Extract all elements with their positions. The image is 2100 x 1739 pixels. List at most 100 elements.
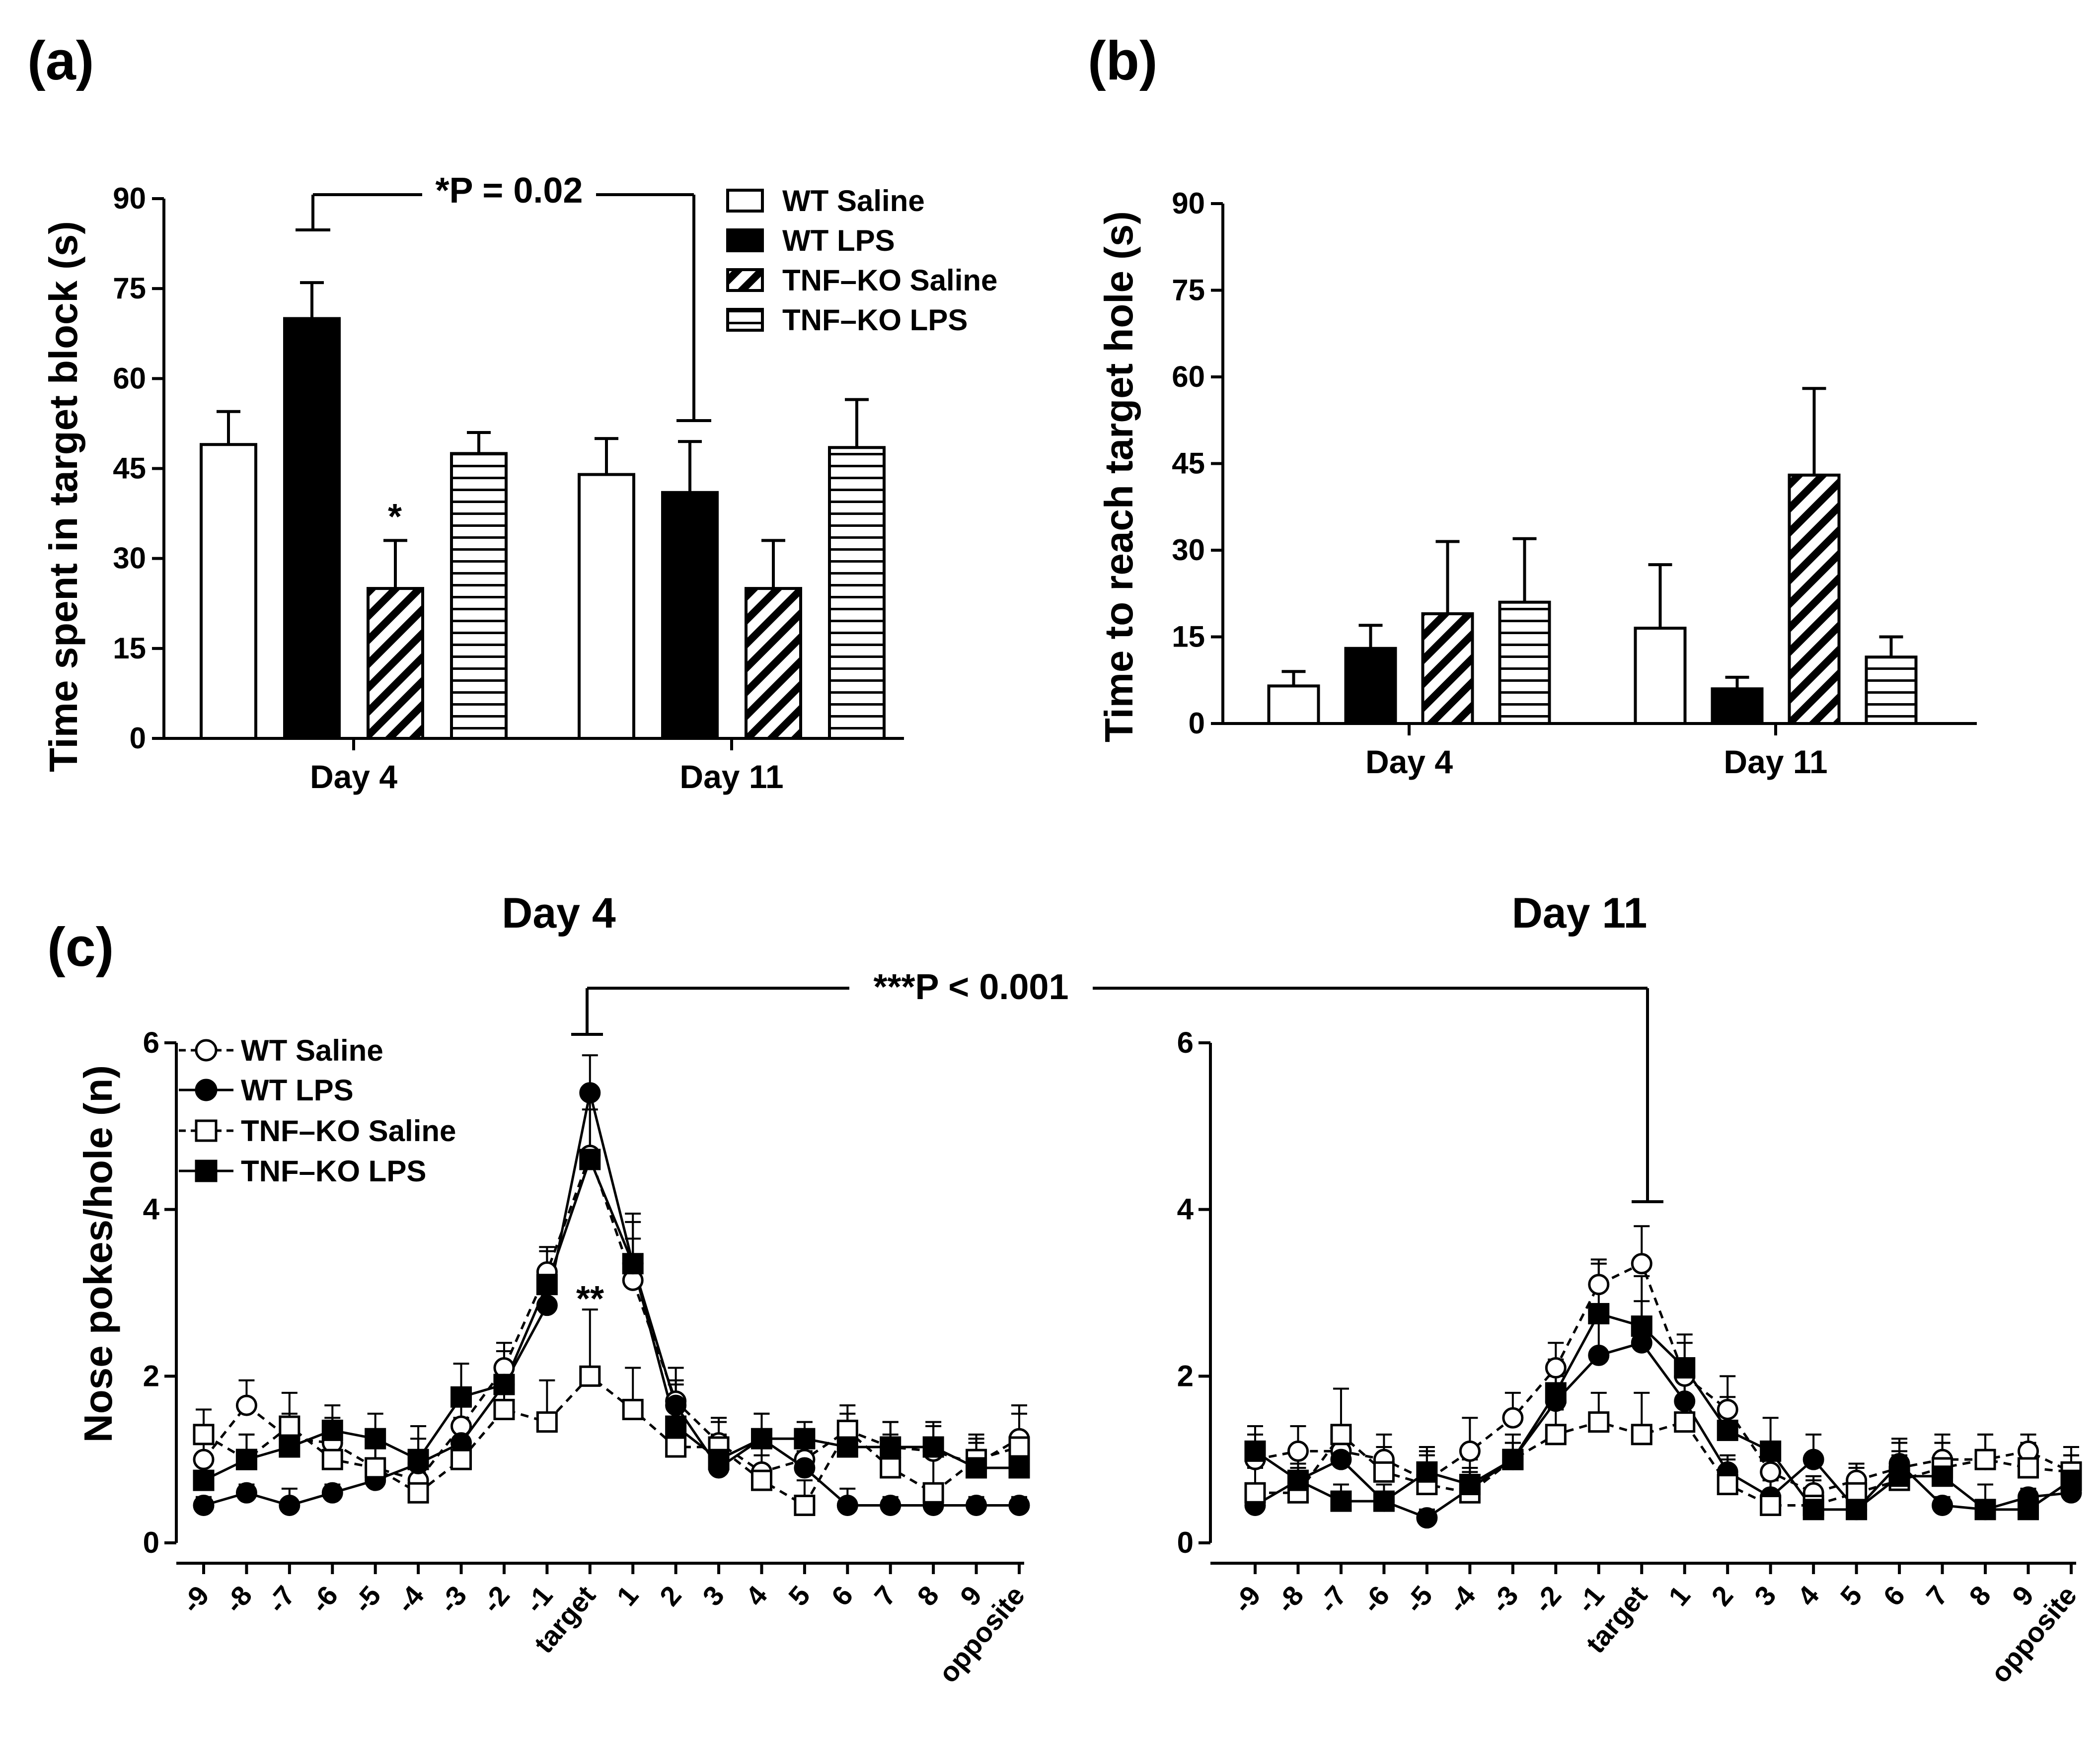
series-line-wt-saline (203, 1152, 1020, 1482)
point-tnf-ko-lps-8 (1974, 1499, 1996, 1521)
point-tnf-ko-saline-8 (922, 1482, 944, 1504)
x-tick-label-3: 3 (1748, 1580, 1782, 1611)
x-tick-label-1: 1 (610, 1580, 644, 1611)
point-tnf-ko-lps-8 (235, 1449, 257, 1470)
point-wt-lps-opposite (1008, 1494, 1030, 1516)
point-tnf-ko-lps-4 (407, 1449, 429, 1470)
point-tnf-ko-lps-target (1631, 1315, 1652, 1337)
legend-swatch-tnf-ko-lps (726, 308, 764, 332)
legend-label-tnf-ko-lps: TNF–KO LPS (782, 303, 968, 337)
point-tnf-ko-lps-3 (1502, 1449, 1524, 1470)
y-tick-label: 2 (143, 1359, 159, 1392)
point-wt-saline-3 (1760, 1461, 1782, 1483)
y-tick-label: 60 (113, 362, 146, 395)
y-tick-label: 75 (113, 272, 146, 305)
x-tick-label-4: 4 (739, 1580, 773, 1611)
point-tnf-ko-lps-9 (193, 1469, 215, 1491)
x-tick-label-2: -2 (476, 1580, 516, 1619)
x-tick-label-3: -3 (433, 1580, 472, 1619)
x-tick-label-4: 4 (1791, 1580, 1825, 1611)
point-tnf-ko-saline-1 (622, 1398, 644, 1420)
panel-b-ylabel: Time to reach target hole (s) (1097, 211, 1141, 742)
legend-swatch-wt-lps (726, 228, 764, 252)
point-tnf-ko-saline-opposite (1008, 1436, 1030, 1458)
point-tnf-ko-saline-2 (665, 1436, 687, 1458)
y-tick-label: 45 (113, 452, 146, 485)
y-tick-label: 15 (113, 632, 146, 665)
bar-day-4-wt-saline (200, 443, 257, 740)
panel-a-label: (a) (27, 30, 94, 91)
y-tick-label: 0 (143, 1526, 159, 1559)
x-tick-label-9: 9 (2006, 1580, 2039, 1611)
y-tick-label: 6 (1177, 1026, 1194, 1059)
panel-a-star-annotation: * (388, 497, 402, 537)
point-tnf-ko-lps-9 (1244, 1440, 1266, 1462)
point-tnf-ko-lps-opposite (1008, 1457, 1030, 1479)
y-tick-label: 0 (130, 722, 146, 755)
legend-marker-wt-lps (195, 1079, 218, 1101)
bar-day-4-wt-saline (1267, 684, 1320, 725)
point-tnf-ko-saline-1 (536, 1411, 558, 1433)
point-wt-saline-8 (1287, 1440, 1309, 1462)
bar-day-4-tnf-ko-lps (450, 452, 508, 740)
point-tnf-ko-saline-1 (1588, 1411, 1610, 1433)
x-tick-label-9: -9 (1227, 1580, 1267, 1619)
y-tick-label: 4 (143, 1193, 160, 1226)
point-tnf-ko-lps-2 (665, 1415, 687, 1437)
x-tick-label-2: 2 (1705, 1580, 1739, 1611)
x-tick-label-7: -7 (1313, 1580, 1352, 1619)
panel-a-significance-text: *P = 0.02 (436, 171, 583, 211)
point-wt-lps-target (579, 1082, 601, 1104)
legend-c-label-tnf-ko-saline: TNF–KO Saline (241, 1114, 456, 1148)
point-tnf-ko-lps-1 (536, 1274, 558, 1296)
point-tnf-ko-lps-7 (1932, 1465, 1953, 1487)
x-tick-label-9: 9 (954, 1580, 987, 1611)
y-tick-label: 6 (143, 1026, 159, 1059)
point-tnf-ko-lps-2 (1717, 1419, 1738, 1441)
point-wt-lps-9 (966, 1494, 987, 1516)
point-tnf-ko-lps-3 (450, 1386, 472, 1408)
point-tnf-ko-saline-7 (279, 1415, 300, 1437)
point-wt-lps-7 (279, 1494, 300, 1516)
point-tnf-ko-saline-5 (794, 1494, 816, 1516)
y-tick-label: 75 (1172, 274, 1205, 307)
series-line-tnf-ko-saline (1255, 1420, 2072, 1507)
y-tick-label: 2 (1177, 1359, 1194, 1392)
x-tick-label-7: 7 (1920, 1580, 1953, 1611)
legend-c-label-wt-lps: WT LPS (241, 1074, 354, 1107)
legend-marker-wt-saline (195, 1039, 218, 1062)
bar-day-11-tnf-ko-saline (1788, 473, 1841, 725)
point-tnf-ko-lps-8 (922, 1436, 944, 1458)
x-tick-label-5: -5 (1399, 1580, 1438, 1619)
point-tnf-ko-lps-4 (1459, 1474, 1481, 1496)
panel-c-significance-bracket (571, 987, 1663, 1203)
point-wt-lps-1 (536, 1295, 558, 1316)
point-tnf-ko-lps-6 (836, 1436, 858, 1458)
panel-c-day4-title: Day 4 (502, 889, 616, 937)
panel-c-day11-title: Day 11 (1512, 889, 1648, 937)
x-tick-label-2: -2 (1527, 1580, 1567, 1619)
point-wt-lps-6 (836, 1494, 858, 1516)
point-wt-lps-9 (193, 1494, 215, 1516)
y-tick-label: 0 (1189, 707, 1205, 740)
legend-item-tnf-ko-saline: TNF–KO Saline (726, 264, 997, 297)
legend-item-wt-saline: WT Saline (726, 184, 925, 217)
panel-c-label: (c) (47, 917, 114, 978)
point-tnf-ko-lps-5 (794, 1428, 816, 1449)
x-tick-label-3: 3 (696, 1580, 730, 1611)
point-tnf-ko-lps-8 (1287, 1469, 1309, 1491)
point-tnf-ko-lps-2 (493, 1374, 515, 1395)
point-wt-lps-8 (235, 1482, 257, 1504)
point-wt-lps-2 (665, 1394, 687, 1416)
point-wt-saline-4 (1459, 1440, 1481, 1462)
point-tnf-ko-lps-5 (365, 1428, 386, 1449)
point-wt-saline-target (1631, 1253, 1652, 1275)
bar-day-11-tnf-ko-lps (1865, 655, 1918, 725)
x-tick-label-6: -6 (1355, 1580, 1395, 1619)
point-tnf-ko-lps-7 (279, 1436, 300, 1458)
x-tick-label-8: -8 (218, 1580, 258, 1619)
x-tick-label-8: -8 (1270, 1580, 1309, 1619)
point-tnf-ko-lps-6 (321, 1419, 343, 1441)
legend-item-c-wt-lps: WT LPS (179, 1074, 354, 1107)
point-tnf-ko-saline-3 (450, 1449, 472, 1470)
